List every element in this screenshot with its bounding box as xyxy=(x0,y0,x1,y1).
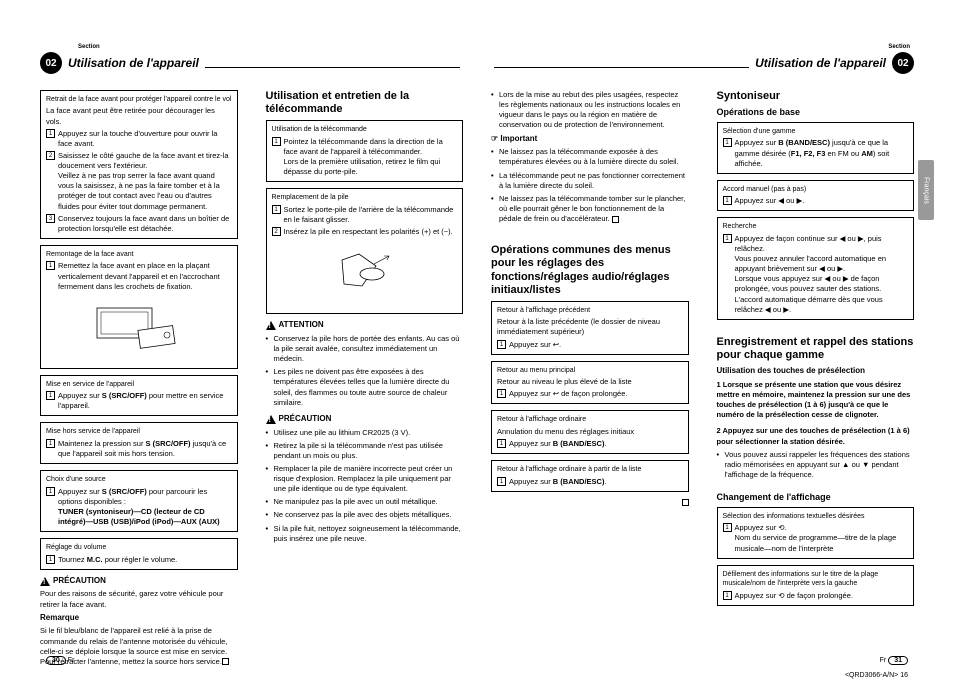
remote-heading: Utilisation et entretien de la télécomma… xyxy=(266,90,464,116)
column-1: Retrait de la face avant pour protéger l… xyxy=(40,90,238,653)
section-label-right: Section xyxy=(888,44,910,50)
page-number-left: 30 Fr xyxy=(46,656,74,665)
section-label-left: Section xyxy=(78,44,100,50)
preset-heading: Enregistrement et rappel des stations po… xyxy=(717,336,915,362)
language-tab: Français xyxy=(918,160,934,220)
box-faceplate-attach: Remontage de la face avant 1Remettez la … xyxy=(40,245,238,369)
display-change-heading: Changement de l'affichage xyxy=(717,492,915,503)
preset-sub: Utilisation des touches de présélection xyxy=(717,366,915,377)
warning-icon xyxy=(266,321,276,330)
box-text-info: Sélection des informations textuelles dé… xyxy=(717,507,915,559)
box-power-off: Mise hors service de l'appareil 1Mainten… xyxy=(40,422,238,464)
warning-icon xyxy=(266,415,276,424)
box-manual-tune: Accord manuel (pas à pas) 1Appuyez sur ◀… xyxy=(717,180,915,212)
remark-heading: Remarque xyxy=(40,613,238,624)
section-number-right: 02 xyxy=(892,52,914,74)
important-list: Ne laissez pas la télécommande exposée à… xyxy=(491,147,689,224)
column-4: Syntoniseur Opérations de base Sélection… xyxy=(717,90,915,653)
box-battery: Remplacement de la pile 1Sortez le porte… xyxy=(266,188,464,314)
common-ops-heading: Opérations communes des menus pour les r… xyxy=(491,244,689,297)
box-return-list: Retour à l'affichage ordinaire à partir … xyxy=(491,460,689,492)
tuner-heading: Syntoniseur xyxy=(717,90,915,103)
end-mark-icon xyxy=(222,658,229,665)
battery-figure xyxy=(272,243,458,303)
box-power-on: Mise en service de l'appareil 1Appuyez s… xyxy=(40,375,238,417)
column-2: Utilisation et entretien de la télécomma… xyxy=(266,90,464,653)
precaution-list: Utilisez une pile au lithium CR2025 (3 V… xyxy=(266,428,464,544)
header-title-right: Utilisation de l'appareil xyxy=(755,56,886,70)
basic-ops-heading: Opérations de base xyxy=(717,107,915,118)
box-volume: Réglage du volume 1Tournez M.C. pour rég… xyxy=(40,538,238,570)
box-source: Choix d'une source 1Appuyez sur S (SRC/O… xyxy=(40,470,238,532)
header-right: Utilisation de l'appareil 02 xyxy=(494,54,914,72)
box-return-main: Retour au menu principal Retour au nivea… xyxy=(491,361,689,405)
end-mark-icon xyxy=(682,499,689,506)
box-return-prev: Retour à l'affichage précédent Retour à … xyxy=(491,301,689,355)
box-remote-use: Utilisation de la télécommande 1Pointez … xyxy=(266,120,464,182)
doc-reference: <QRD3066-A/N> 16 xyxy=(845,672,908,679)
box-faceplate-remove: Retrait de la face avant pour protéger l… xyxy=(40,90,238,239)
header-left: 02 Utilisation de l'appareil xyxy=(40,54,460,72)
box-search: Recherche 1Appuyez de façon continue sur… xyxy=(717,217,915,319)
precaution-heading: PRÉCAUTION xyxy=(40,576,238,587)
section-number-left: 02 xyxy=(40,52,62,74)
attention-list: Conservez la pile hors de portée des enf… xyxy=(266,334,464,408)
box-return-ordinary: Retour à l'affichage ordinaire Annulatio… xyxy=(491,410,689,454)
content-columns: Retrait de la face avant pour protéger l… xyxy=(40,90,914,653)
important-heading: ☞ Important xyxy=(491,134,689,145)
warning-icon xyxy=(40,577,50,586)
precaution-heading-2: PRÉCAUTION xyxy=(266,414,464,425)
manual-page: Section Section 02 Utilisation de l'appa… xyxy=(0,0,954,693)
box-scroll: Défilement des informations sur le titre… xyxy=(717,565,915,606)
header-title-left: Utilisation de l'appareil xyxy=(68,56,199,70)
attention-heading: ATTENTION xyxy=(266,320,464,331)
box-band-select: Sélection d'une gamme 1Appuyez sur B (BA… xyxy=(717,122,915,174)
end-mark-icon xyxy=(612,216,619,223)
faceplate-figure xyxy=(46,298,232,358)
column-3: Lors de la mise au rebut des piles usagé… xyxy=(491,90,689,653)
page-number-right: Fr 31 xyxy=(880,656,908,665)
